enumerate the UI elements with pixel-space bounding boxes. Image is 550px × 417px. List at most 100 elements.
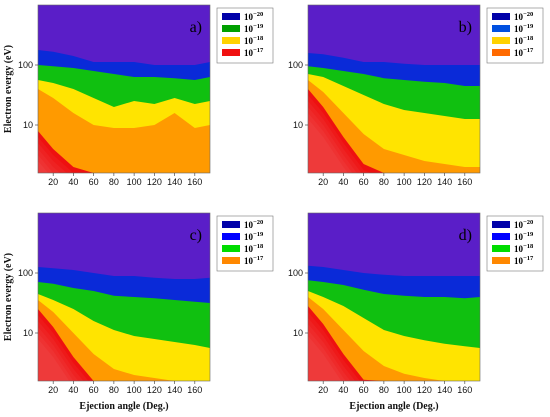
y-tick-label: 10 bbox=[23, 120, 33, 130]
legend-swatch bbox=[492, 245, 510, 252]
legend-label: 10−18 bbox=[514, 35, 534, 46]
legend-label: 10−20 bbox=[244, 11, 263, 22]
contour-shade bbox=[38, 137, 74, 173]
legend-label: 10−20 bbox=[514, 219, 533, 230]
contour-shade bbox=[308, 119, 348, 173]
contour-shade bbox=[38, 149, 60, 173]
legend-label: 10−18 bbox=[514, 243, 534, 254]
x-tick-label: 160 bbox=[457, 177, 472, 187]
x-tick-label: 140 bbox=[167, 177, 182, 187]
legend-swatch bbox=[222, 245, 240, 252]
x-tick-label: 20 bbox=[48, 385, 58, 395]
contour-shade bbox=[308, 95, 371, 173]
x-axis-label: Ejection angle (Deg.) bbox=[349, 401, 438, 412]
x-tick-label: 40 bbox=[68, 177, 78, 187]
contour-shade bbox=[38, 155, 54, 173]
legend-swatch bbox=[222, 49, 240, 56]
contour-level-orange bbox=[38, 89, 210, 173]
plot-frame bbox=[307, 4, 481, 174]
x-tick-label: 80 bbox=[109, 177, 119, 187]
y-tick-label: 100 bbox=[288, 268, 303, 278]
legend-swatch bbox=[492, 13, 510, 20]
legend-label: 10−20 bbox=[514, 11, 533, 22]
contour-area bbox=[308, 213, 480, 381]
contour-shade bbox=[38, 339, 70, 381]
x-tick-label: 20 bbox=[318, 385, 328, 395]
x-tick-label: 140 bbox=[167, 385, 182, 395]
panel-label: c) bbox=[190, 227, 202, 244]
contour-shade bbox=[38, 333, 74, 381]
contour-level-red bbox=[308, 89, 480, 173]
legend-swatch bbox=[492, 257, 510, 264]
legend-swatch bbox=[222, 13, 240, 20]
x-axis-label: Ejection angle (Deg.) bbox=[79, 401, 168, 412]
x-tick-label: 160 bbox=[457, 385, 472, 395]
contour-area bbox=[308, 5, 480, 173]
x-tick-label: 80 bbox=[109, 385, 119, 395]
plot-frame bbox=[37, 212, 211, 382]
legend-label: 10−17 bbox=[244, 255, 264, 266]
panel-label: b) bbox=[459, 19, 472, 36]
x-tick-label: 100 bbox=[127, 177, 142, 187]
x-tick-label: 120 bbox=[417, 385, 432, 395]
legend-label: 10−20 bbox=[244, 219, 263, 230]
x-tick-label: 100 bbox=[397, 385, 412, 395]
legend-swatch bbox=[222, 37, 240, 44]
y-tick-label: 100 bbox=[288, 60, 303, 70]
contour-shade bbox=[38, 315, 89, 381]
contour-shade bbox=[308, 330, 346, 381]
legend-swatch bbox=[222, 233, 240, 240]
x-tick-label: 100 bbox=[397, 177, 412, 187]
contour-level-orange bbox=[38, 300, 210, 381]
legend-label: 10−19 bbox=[244, 231, 264, 242]
y-tick-label: 10 bbox=[293, 328, 303, 338]
contour-shade bbox=[308, 107, 357, 173]
x-tick-label: 20 bbox=[48, 177, 58, 187]
panel-label: a) bbox=[190, 19, 202, 36]
plot-frame bbox=[37, 4, 211, 174]
y-axis-label: Electron evergy (eV) bbox=[3, 45, 14, 133]
legend-label: 10−19 bbox=[514, 231, 534, 242]
legend-swatch bbox=[222, 25, 240, 32]
legend-label: 10−19 bbox=[244, 23, 264, 34]
legend-label: 10−17 bbox=[514, 255, 534, 266]
legend-swatch bbox=[492, 25, 510, 32]
x-tick-label: 140 bbox=[437, 385, 452, 395]
panel-label: d) bbox=[459, 227, 472, 244]
panel-3: 20 40 60 80 100 120 140 160 10 100 Electron evergy… bbox=[3, 212, 274, 412]
legend-swatch bbox=[222, 257, 240, 264]
x-tick-label: 80 bbox=[379, 177, 389, 187]
legend-label: 10−19 bbox=[514, 23, 534, 34]
y-tick-label: 10 bbox=[23, 328, 33, 338]
x-tick-label: 60 bbox=[359, 385, 369, 395]
contour-level-red bbox=[38, 131, 210, 173]
legend-label: 10−17 bbox=[244, 47, 264, 58]
legend-swatch bbox=[492, 233, 510, 240]
x-tick-label: 40 bbox=[338, 385, 348, 395]
contour-level-red bbox=[38, 309, 210, 381]
x-tick-label: 100 bbox=[127, 385, 142, 395]
panel-1: 20 40 60 80 100 120 140 160 10 100 Electron evergy… bbox=[3, 4, 274, 187]
panel-4: 20 40 60 80 100 120 140 160 10 100 Ejection angle … bbox=[288, 212, 544, 412]
x-tick-label: 60 bbox=[89, 385, 99, 395]
contour-shade bbox=[308, 336, 342, 381]
legend-swatch bbox=[492, 221, 510, 228]
x-tick-label: 80 bbox=[379, 385, 389, 395]
x-tick-label: 40 bbox=[68, 385, 78, 395]
plot-frame bbox=[307, 212, 481, 382]
x-tick-label: 60 bbox=[359, 177, 369, 187]
y-tick-label: 100 bbox=[18, 60, 33, 70]
y-tick-label: 10 bbox=[293, 120, 303, 130]
legend-label: 10−18 bbox=[244, 243, 264, 254]
x-tick-label: 140 bbox=[437, 177, 452, 187]
legend-label: 10−18 bbox=[244, 35, 264, 46]
x-tick-label: 40 bbox=[338, 177, 348, 187]
contour-shade bbox=[308, 318, 356, 381]
y-axis-label: Electron evergy (eV) bbox=[3, 253, 14, 341]
contour-area bbox=[38, 5, 210, 173]
y-tick-label: 100 bbox=[18, 268, 33, 278]
legend-swatch bbox=[492, 37, 510, 44]
